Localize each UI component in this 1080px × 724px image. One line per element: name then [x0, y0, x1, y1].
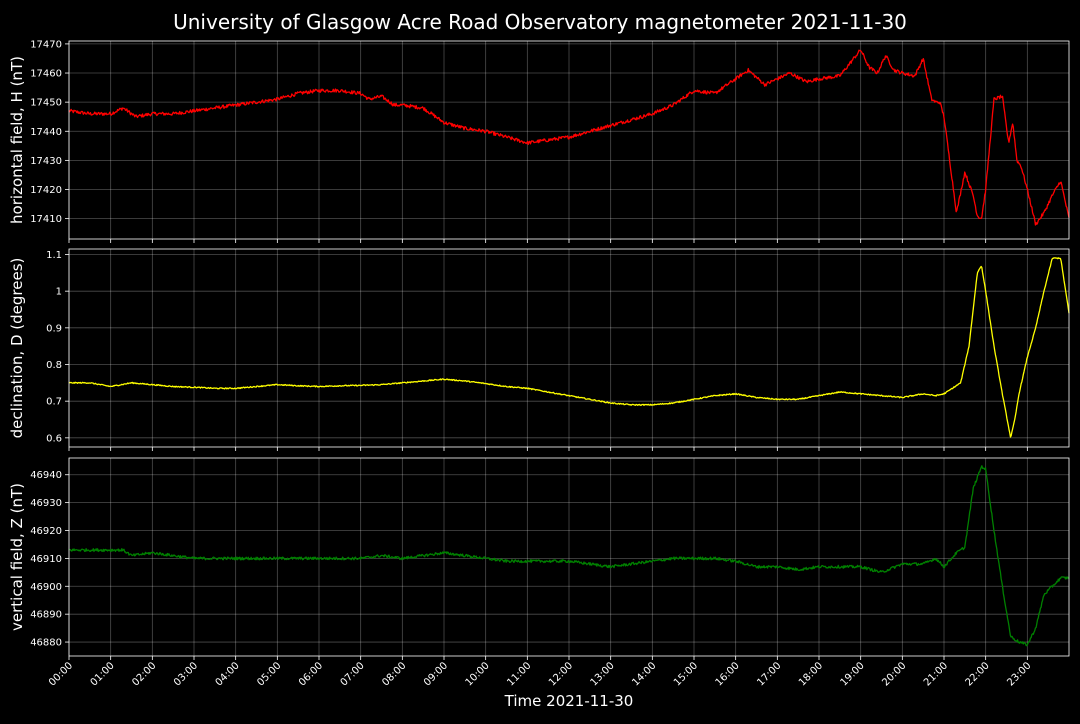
x-tick-label: 03:00: [172, 660, 200, 688]
axes-frame: [68, 40, 1070, 240]
series-line: [68, 49, 1070, 226]
y-tick-label: 17440: [30, 127, 62, 138]
x-tick-label: 21:00: [922, 660, 950, 688]
panel-3: 46880 46890 46900 46910 46920 46930 46940 verti…: [8, 457, 1070, 660]
x-axis-label: Time 2021-11-30: [504, 692, 634, 710]
x-tick-label: 16:00: [714, 660, 742, 688]
y-tick-label: 17450: [30, 98, 62, 109]
x-tick-label: 02:00: [130, 660, 158, 688]
x-tick-label: 23:00: [1005, 660, 1033, 688]
x-tick-label: 11:00: [505, 660, 533, 688]
y-tick-label: 46880: [30, 638, 62, 649]
x-tick-label: 22:00: [964, 660, 992, 688]
x-tick-label: 00:00: [47, 660, 75, 688]
y-tick-label: 0.7: [46, 397, 62, 408]
y-tick-label: 17460: [30, 69, 62, 80]
y-tick-label: 17420: [30, 185, 62, 196]
y-axis-label: horizontal field, H (nT): [8, 56, 26, 224]
y-tick-label: 17470: [30, 39, 62, 50]
x-tick-label: 19:00: [839, 660, 867, 688]
x-tick-label: 10:00: [464, 660, 492, 688]
x-tick-label: 14:00: [630, 660, 658, 688]
y-tick-label: 17410: [30, 214, 62, 225]
axes-frame: [68, 248, 1070, 448]
x-tick-label: 08:00: [380, 660, 408, 688]
y-tick-label: 17430: [30, 156, 62, 167]
x-tick-label: 18:00: [797, 660, 825, 688]
axes-frame: [68, 457, 1070, 657]
y-tick-label: 1.1: [46, 250, 62, 261]
x-tick-label: 01:00: [89, 660, 117, 688]
x-tick-label: 20:00: [880, 660, 908, 688]
y-axis-label: vertical field, Z (nT): [8, 483, 26, 631]
x-tick-label: 12:00: [547, 660, 575, 688]
panel-1: 17410 17420 17430 17440 17450 17460 17470 horiz…: [8, 39, 1070, 243]
x-tick-label: 06:00: [297, 660, 325, 688]
y-tick-label: 46910: [30, 554, 62, 565]
series-line: [68, 465, 1070, 647]
y-tick-label: 46900: [30, 582, 62, 593]
x-tick-label: 07:00: [339, 660, 367, 688]
y-tick-label: 0.8: [46, 360, 62, 371]
series-line: [68, 257, 1070, 438]
y-axis-label: declination, D (degrees): [8, 258, 26, 439]
x-tick-label: 04:00: [214, 660, 242, 688]
x-tick-label: 05:00: [255, 660, 283, 688]
chart-title: University of Glasgow Acre Road Observat…: [173, 10, 907, 34]
x-tick-label: 15:00: [672, 660, 700, 688]
y-tick-label: 46940: [30, 470, 62, 481]
x-tick-label: 09:00: [422, 660, 450, 688]
y-tick-label: 0.9: [46, 323, 62, 334]
y-tick-label: 46930: [30, 498, 62, 509]
panel-2: 0.6 0.7 0.8 0.9 1 1.1 declination, D (degrees): [8, 248, 1070, 451]
y-tick-label: 46920: [30, 526, 62, 537]
x-tick-label: 17:00: [755, 660, 783, 688]
y-tick-label: 0.6: [46, 433, 62, 444]
y-tick-label: 46890: [30, 610, 62, 621]
x-tick-label: 13:00: [589, 660, 617, 688]
y-tick-label: 1: [56, 287, 62, 298]
